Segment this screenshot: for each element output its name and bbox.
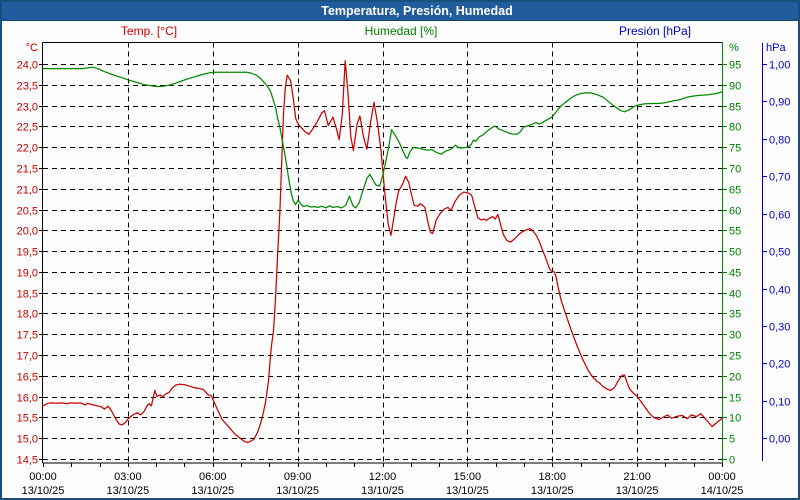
series-temperature (42, 60, 723, 444)
date-tick-label: 14/10/25 (701, 485, 744, 497)
temperature-tick-label: 20,0 (17, 226, 38, 238)
pressure-tick-label: 0,60 (769, 210, 790, 222)
date-tick-label: 13/10/25 (616, 485, 659, 497)
temperature-tick-label: 21,0 (17, 185, 38, 197)
time-tick-label: 03:00 (114, 471, 142, 483)
pressure-tick-label: 0,30 (769, 322, 790, 334)
time-tick-label: 21:00 (623, 471, 651, 483)
temperature-tick-label: 15,0 (17, 434, 38, 446)
date-tick-label: 13/10/25 (446, 485, 489, 497)
temperature-tick-label: 22,5 (17, 122, 38, 134)
pressure-tick-label: 1,00 (769, 60, 790, 72)
humidity-tick-label: 85 (729, 102, 741, 114)
humidity-tick-label: 30 (729, 330, 741, 342)
data-curves (42, 60, 723, 444)
date-tick-label: 13/10/25 (361, 485, 404, 497)
humidity-tick-label: 45 (729, 268, 741, 280)
temperature-tick-label: 18,0 (17, 309, 38, 321)
date-tick-label: 13/10/25 (22, 485, 65, 497)
temperature-tick-label: 14,5 (17, 455, 38, 467)
humidity-tick-label: 55 (729, 226, 741, 238)
date-tick-label: 13/10/25 (276, 485, 319, 497)
humidity-tick-label: 20 (729, 372, 741, 384)
humidity-tick-label: 15 (729, 393, 741, 405)
legend-temperature-label: Temp. [°C] (120, 24, 178, 38)
temperature-tick-label: 22,0 (17, 143, 38, 155)
temperature-tick-label: 17,5 (17, 330, 38, 342)
chart-title: Temperatura, Presión, Humedad (321, 4, 513, 18)
temperature-tick-label: 19,0 (17, 268, 38, 280)
humidity-tick-label: 75 (729, 143, 741, 155)
pressure-tick-label: 0,80 (769, 135, 790, 147)
time-tick-label: 12:00 (369, 471, 397, 483)
temperature-tick-label: 20,5 (17, 206, 38, 218)
legend-pressure-label: Presión [hPa] (618, 24, 692, 38)
time-tick-label: 09:00 (284, 471, 312, 483)
temperature-tick-label: 19,5 (17, 247, 38, 259)
temperature-tick-label: 16,5 (17, 372, 38, 384)
date-tick-label: 13/10/25 (106, 485, 149, 497)
humidity-tick-label: 60 (729, 206, 741, 218)
temperature-tick-label: 17,0 (17, 351, 38, 363)
series-humidity (42, 66, 723, 209)
pressure-tick-label: 0,20 (769, 359, 790, 371)
pressure-tick-label: 0,50 (769, 247, 790, 259)
humidity-tick-label: 90 (729, 81, 741, 93)
temperature-tick-label: 16,0 (17, 393, 38, 405)
pressure-tick-label: 0,10 (769, 397, 790, 409)
pressure-tick-label: 0,40 (769, 285, 790, 297)
humidity-axis-unit: % (729, 42, 739, 54)
humidity-tick-label: 25 (729, 351, 741, 363)
temperature-tick-label: 21,5 (17, 164, 38, 176)
pressure-tick-label: 0,70 (769, 172, 790, 184)
temperature-tick-label: 23,0 (17, 102, 38, 114)
humidity-tick-label: 95 (729, 60, 741, 72)
date-tick-label: 13/10/25 (531, 485, 574, 497)
humidity-tick-label: 0 (729, 455, 735, 467)
humidity-tick-label: 5 (729, 434, 735, 446)
pressure-tick-label: 0,00 (769, 434, 790, 446)
humidity-tick-label: 80 (729, 122, 741, 134)
humidity-tick-label: 65 (729, 185, 741, 197)
temperature-tick-label: 23,5 (17, 81, 38, 93)
axis-labels: 24,0 23,5 23,0 22,5 22,0 21,5 21,0 20,5 20,0 19,5… (17, 42, 791, 497)
time-tick-label: 15:00 (454, 471, 482, 483)
time-tick-label: 00:00 (708, 471, 736, 483)
humidity-tick-label: 50 (729, 247, 741, 259)
time-tick-label: 18:00 (538, 471, 566, 483)
temperature-axis-unit: °C (26, 42, 38, 54)
time-tick-label: 00:00 (29, 471, 57, 483)
legend-humidity-label: Humedad [%] (364, 24, 438, 38)
pressure-axis-unit: hPa (766, 42, 786, 54)
humidity-tick-label: 10 (729, 413, 741, 425)
grid-lines (43, 42, 722, 463)
date-tick-label: 13/10/25 (191, 485, 234, 497)
title-bar: Temperatura, Presión, Humedad (2, 2, 798, 21)
temperature-tick-label: 15,5 (17, 413, 38, 425)
time-tick-label: 06:00 (199, 471, 227, 483)
humidity-tick-label: 70 (729, 164, 741, 176)
humidity-tick-label: 40 (729, 289, 741, 301)
axes (39, 42, 767, 467)
temperature-tick-label: 24,0 (17, 60, 38, 72)
humidity-tick-label: 35 (729, 309, 741, 321)
temperature-tick-label: 18,5 (17, 289, 38, 301)
pressure-tick-label: 0,90 (769, 97, 790, 109)
